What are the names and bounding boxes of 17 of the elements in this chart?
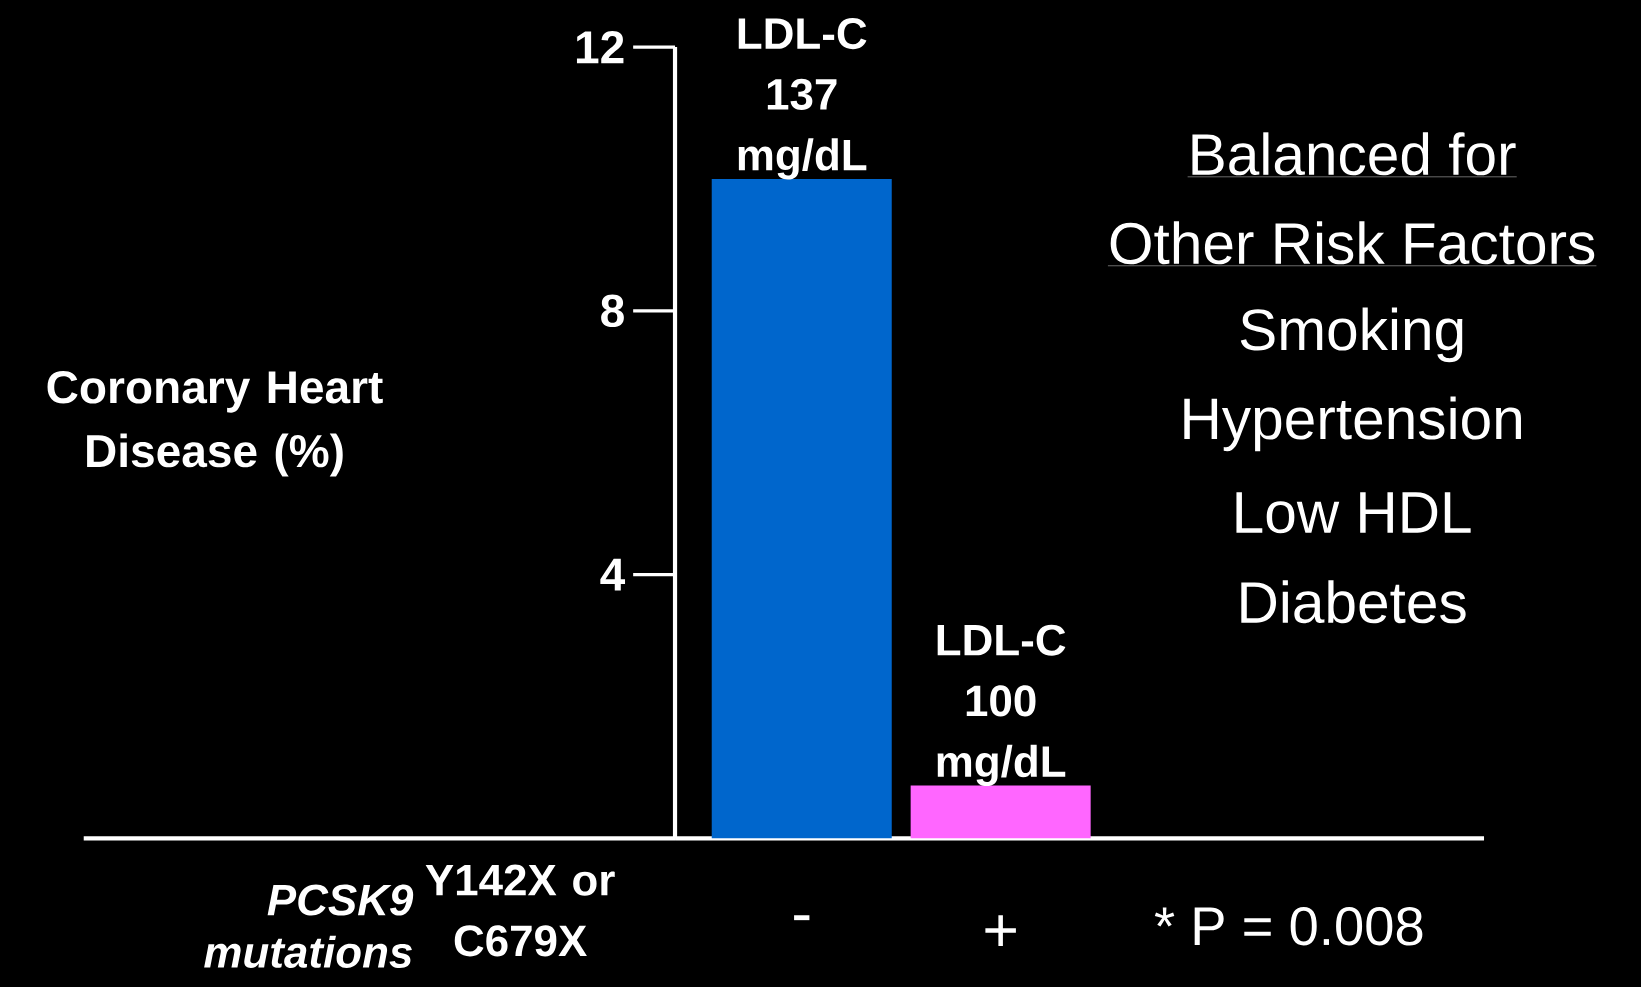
x-axis-title: PCSK9 mutations <box>204 884 414 968</box>
text: Low HDL <box>1236 492 1471 534</box>
annotation: LDL-C 137 mg/dL <box>738 18 867 180</box>
text: Hypertension <box>1184 396 1521 452</box>
text: * P = 0.008 <box>1154 906 1423 946</box>
x-tick-label: - <box>794 915 810 921</box>
y-axis-title: Coronary Heart Disease (%) <box>47 370 383 477</box>
text: Diabetes <box>1241 580 1466 624</box>
text: Smoking <box>1240 307 1463 363</box>
y-tick-label: 4 <box>600 558 626 591</box>
y-tick-label: 12 <box>576 31 624 64</box>
annotation: LDL-C 100 mg/dL <box>937 624 1066 787</box>
text: Y142X or C679X <box>425 864 615 957</box>
text: Balanced for <box>1192 132 1516 176</box>
y-tick-label: 8 <box>601 294 624 328</box>
text: Other Risk Factors <box>1110 221 1595 265</box>
x-tick-label: + <box>985 915 1016 947</box>
